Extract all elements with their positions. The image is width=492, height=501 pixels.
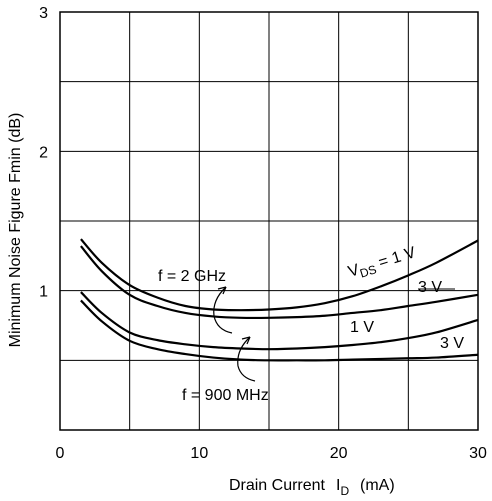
label-900mhz-1v: 1 V — [350, 319, 374, 336]
vds-value: = 1 V — [372, 244, 418, 273]
x-tick-label: 10 — [190, 445, 208, 462]
plot-frame — [59, 11, 479, 431]
label-900mhz: f = 900 MHz — [182, 387, 269, 404]
vds-v: V — [346, 261, 361, 280]
series-line-2 — [80, 291, 479, 351]
vds-subscript: DS — [358, 262, 378, 280]
x-axis-title: Drain Current — [229, 477, 326, 494]
series-line-0 — [80, 238, 479, 312]
bracket-arrow-2ghz — [213, 286, 233, 334]
y-tick-label: 3 — [39, 5, 48, 22]
curves — [80, 238, 479, 362]
x-tick-label: 30 — [469, 445, 487, 462]
x-tick-label: 20 — [330, 445, 348, 462]
tick-labels: 0 10 20 30 1 2 3 — [39, 5, 487, 462]
label-2ghz-3v: 3 V — [418, 279, 442, 296]
series-line-3 — [80, 299, 479, 362]
series-line-1 — [80, 245, 479, 320]
label-900mhz-3v: 3 V — [440, 335, 464, 352]
x-axis-symbol-letter: I — [336, 477, 340, 494]
bracket-arrow-900mhz — [237, 336, 256, 382]
grid — [59, 11, 479, 431]
y-tick-label: 1 — [39, 284, 48, 301]
y-tick-label: 2 — [39, 144, 48, 161]
label-2ghz: f = 2 GHz — [158, 268, 226, 285]
x-axis-symbol-subscript: D — [340, 484, 349, 498]
y-axis-title: Minimum Noise Figure Fmin (dB) — [7, 113, 24, 348]
x-tick-label: 0 — [56, 445, 65, 462]
x-axis-unit: (mA) — [360, 477, 395, 494]
x-axis-symbol: ID — [336, 477, 349, 498]
